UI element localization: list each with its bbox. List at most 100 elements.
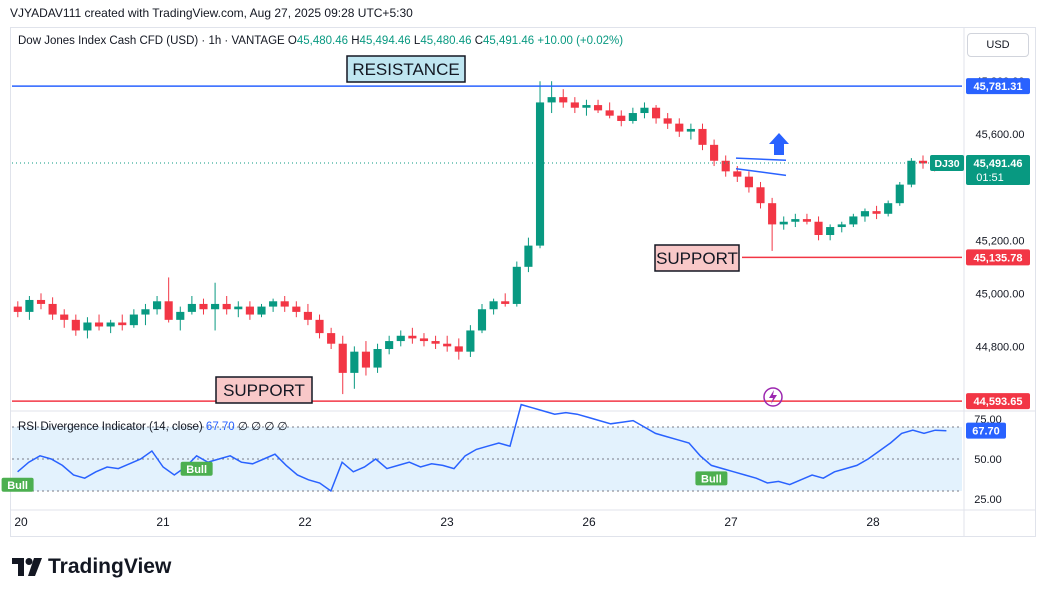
brand-name: TradingView xyxy=(48,555,172,578)
candle-body xyxy=(373,349,382,368)
support-price-tag-lower: 44,593.65 xyxy=(974,396,1023,408)
rsi-legend: RSI Divergence Indicator (14, close) 67.… xyxy=(18,419,288,433)
candle-body xyxy=(547,97,556,103)
candle-body xyxy=(280,301,289,307)
currency-button[interactable]: USD xyxy=(967,33,1029,57)
bull-label-bg xyxy=(1,477,34,492)
candle-body xyxy=(60,314,69,320)
candle-body xyxy=(419,338,429,342)
rsi-extra: ∅ ∅ ∅ ∅ xyxy=(237,421,288,433)
candle-body xyxy=(721,160,730,172)
candle-body xyxy=(350,351,359,373)
time-tick-label: 20 xyxy=(14,515,28,529)
support-price-tag-lower-bg xyxy=(966,393,1030,410)
candle-body xyxy=(617,115,626,121)
symbol-tag: DJ30 xyxy=(934,158,959,170)
candle-body xyxy=(640,107,649,114)
price-tick-label: 45,200.00 xyxy=(976,235,1025,247)
lightning-icon xyxy=(763,387,783,407)
candle-body xyxy=(477,309,487,331)
candle-body xyxy=(710,144,719,161)
flag-upper-line xyxy=(735,157,787,161)
candle-body xyxy=(153,301,162,310)
candle-body xyxy=(593,105,603,111)
candle-body xyxy=(884,203,893,214)
symbol-name: Dow Jones Index Cash CFD (USD) · 1h · VA… xyxy=(18,35,285,47)
candle-body xyxy=(872,211,881,214)
candle-body xyxy=(628,113,637,121)
candle-body xyxy=(141,309,150,315)
symbol-tag-bg xyxy=(930,155,964,172)
rsi-value-tag-bg xyxy=(966,422,1006,439)
time-tick-label: 27 xyxy=(724,515,738,529)
price-tick-label: 45,000.00 xyxy=(976,288,1025,300)
candle-body xyxy=(13,306,22,312)
candle-body xyxy=(698,128,707,145)
time-tick-label: 26 xyxy=(582,515,596,529)
bull-label: Bull xyxy=(7,480,28,492)
candle-body xyxy=(826,227,835,235)
candle-body xyxy=(327,333,336,344)
bar-countdown: 01:51 xyxy=(976,172,1004,184)
bull-label-bg xyxy=(695,471,728,486)
bull-label: Bull xyxy=(701,473,722,485)
rsi-tick-label: 50.00 xyxy=(974,454,1002,466)
candle-body xyxy=(466,330,475,352)
symbol-legend: Dow Jones Index Cash CFD (USD) · 1h · VA… xyxy=(18,35,623,47)
tradingview-logo: TradingView xyxy=(12,555,171,579)
candle-body xyxy=(94,322,104,327)
candle-body xyxy=(71,319,80,331)
candle-body xyxy=(756,187,765,204)
candle-body xyxy=(315,319,324,334)
candle-body xyxy=(234,306,243,310)
resistance-annotation: RESISTANCE xyxy=(352,60,459,79)
candle-body xyxy=(303,311,312,320)
candle-body xyxy=(106,322,115,327)
price-tick-label: 45,600.00 xyxy=(976,129,1025,141)
candle-body xyxy=(814,221,823,235)
candle-body xyxy=(512,266,521,304)
candle-body xyxy=(559,97,568,103)
rsi-value: 67.70 xyxy=(205,421,235,433)
current-price-tag: 45,491.46 xyxy=(974,158,1023,170)
breakout-arrow-icon xyxy=(769,133,789,155)
candle-body xyxy=(129,314,138,326)
price-tick-label: 44,800.00 xyxy=(976,341,1025,353)
candle-body xyxy=(338,343,347,373)
time-tick-label: 21 xyxy=(156,515,170,529)
candle-body xyxy=(791,219,800,222)
time-tick-label: 28 xyxy=(866,515,880,529)
rsi-name: RSI Divergence Indicator (14, close) xyxy=(18,421,203,433)
candle-body xyxy=(582,105,591,108)
candle-body xyxy=(849,216,858,225)
support-price-tag-upper: 45,135.78 xyxy=(974,252,1023,264)
candle-body xyxy=(454,346,463,352)
rsi-value-tag: 67.70 xyxy=(972,426,1000,438)
high-label: H xyxy=(351,35,360,47)
support-annotation-lower-box xyxy=(215,376,313,404)
candle-body xyxy=(431,341,440,344)
candle-body xyxy=(199,303,208,310)
candle-body xyxy=(802,219,811,222)
candle-body xyxy=(918,160,928,164)
candle-body xyxy=(36,299,46,304)
support-price-tag-upper-bg xyxy=(966,249,1030,266)
candle-body xyxy=(907,160,916,185)
candle-body xyxy=(570,102,579,108)
low-label: L xyxy=(413,35,421,47)
candle-body xyxy=(222,303,231,310)
open-value: 45,480.46 xyxy=(296,35,349,47)
candle-body xyxy=(895,184,904,204)
candle-body xyxy=(408,335,417,339)
candle-body xyxy=(25,299,34,312)
close-label: C xyxy=(474,35,484,47)
candle-body xyxy=(768,203,777,225)
candle-body xyxy=(524,245,533,267)
lightning-bolt-icon xyxy=(769,390,777,404)
candle-body xyxy=(744,176,753,188)
support-annotation-upper-box xyxy=(654,244,740,272)
support-annotation-upper: SUPPORT xyxy=(656,249,738,268)
candle-body xyxy=(164,301,173,320)
tradingview-logo-icon xyxy=(12,558,42,576)
